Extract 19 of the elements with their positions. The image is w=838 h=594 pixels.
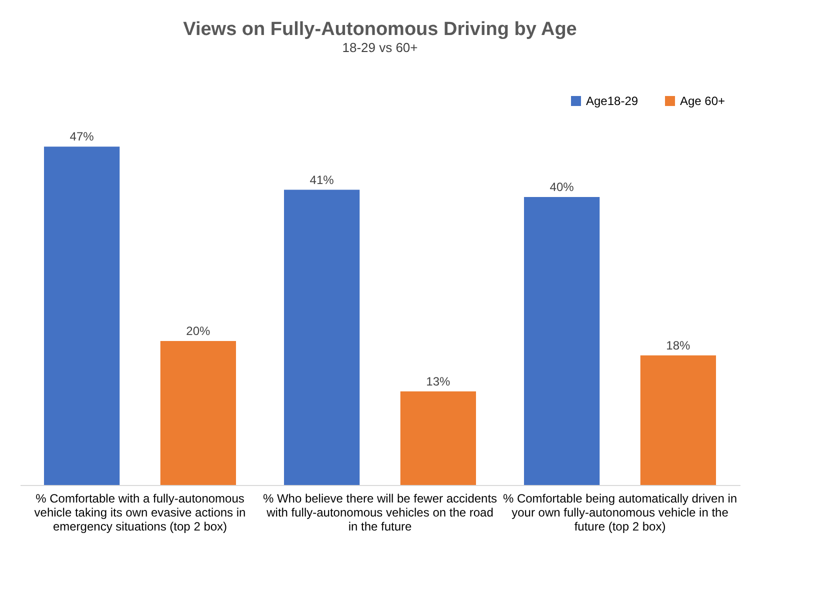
bar bbox=[44, 146, 120, 485]
x-tick-label: % Comfortable being automatically driven in your own fully-autonomous vehicle in the future (top 2 box) bbox=[502, 492, 738, 534]
data-label: 47% bbox=[70, 130, 94, 144]
chart-subtitle: 18-29 vs 60+ bbox=[342, 40, 418, 55]
data-label: 41% bbox=[310, 172, 334, 187]
legend-label: Age18-29 bbox=[586, 94, 638, 108]
bar bbox=[160, 341, 236, 485]
bar bbox=[524, 197, 600, 485]
bar bbox=[640, 355, 716, 485]
data-label: 13% bbox=[426, 374, 451, 388]
bar bbox=[284, 190, 360, 485]
data-label: 18% bbox=[666, 338, 691, 352]
data-label: 20% bbox=[186, 324, 211, 338]
x-tick-label: % Comfortable with a fully-autonomous vehicle taking its own evasive actions in emergency situations (top 2 box) bbox=[34, 492, 246, 534]
chart-title: Views on Fully-Autonomous Driving by Age bbox=[183, 19, 577, 40]
data-label: 40% bbox=[550, 180, 574, 194]
x-tick-label: % Who believe there will be fewer accidents with fully-autonomous vehicles on the road in the future bbox=[262, 492, 498, 534]
legend-label: Age 60+ bbox=[680, 94, 726, 108]
bar bbox=[400, 391, 476, 485]
